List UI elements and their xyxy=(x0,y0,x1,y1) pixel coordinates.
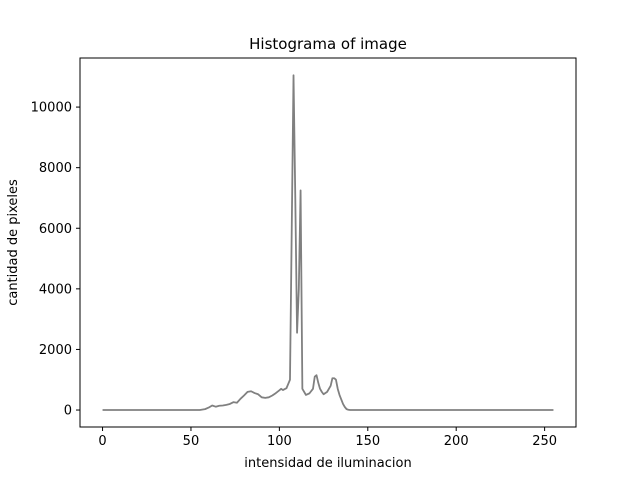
y-tick-label: 0 xyxy=(64,404,72,419)
plot-area xyxy=(80,58,576,427)
x-tick-label: 150 xyxy=(355,434,380,449)
y-axis-label: cantidad de pixeles xyxy=(6,179,21,306)
x-tick-label: 0 xyxy=(98,434,106,449)
series-line-0 xyxy=(102,74,554,411)
x-tick-label: 50 xyxy=(183,434,200,449)
y-tick-label: 10000 xyxy=(31,101,72,116)
y-tick-label: 6000 xyxy=(39,222,72,237)
x-axis-label: intensidad de iluminacion xyxy=(244,456,411,471)
y-tick-label: 2000 xyxy=(39,343,72,358)
x-tick-label: 100 xyxy=(267,434,292,449)
series-layer xyxy=(102,74,554,411)
plot-frame xyxy=(79,57,577,428)
x-tick-label: 250 xyxy=(532,434,557,449)
x-tick-label: 200 xyxy=(444,434,469,449)
chart-title: Histograma of image xyxy=(249,35,407,53)
x-axis-ticks: 0 50 100 150 200 250 xyxy=(98,427,557,449)
y-axis-ticks: 0 2000 4000 6000 8000 10000 xyxy=(31,101,80,419)
y-tick-label: 8000 xyxy=(39,161,72,176)
y-tick-label: 4000 xyxy=(39,282,72,297)
